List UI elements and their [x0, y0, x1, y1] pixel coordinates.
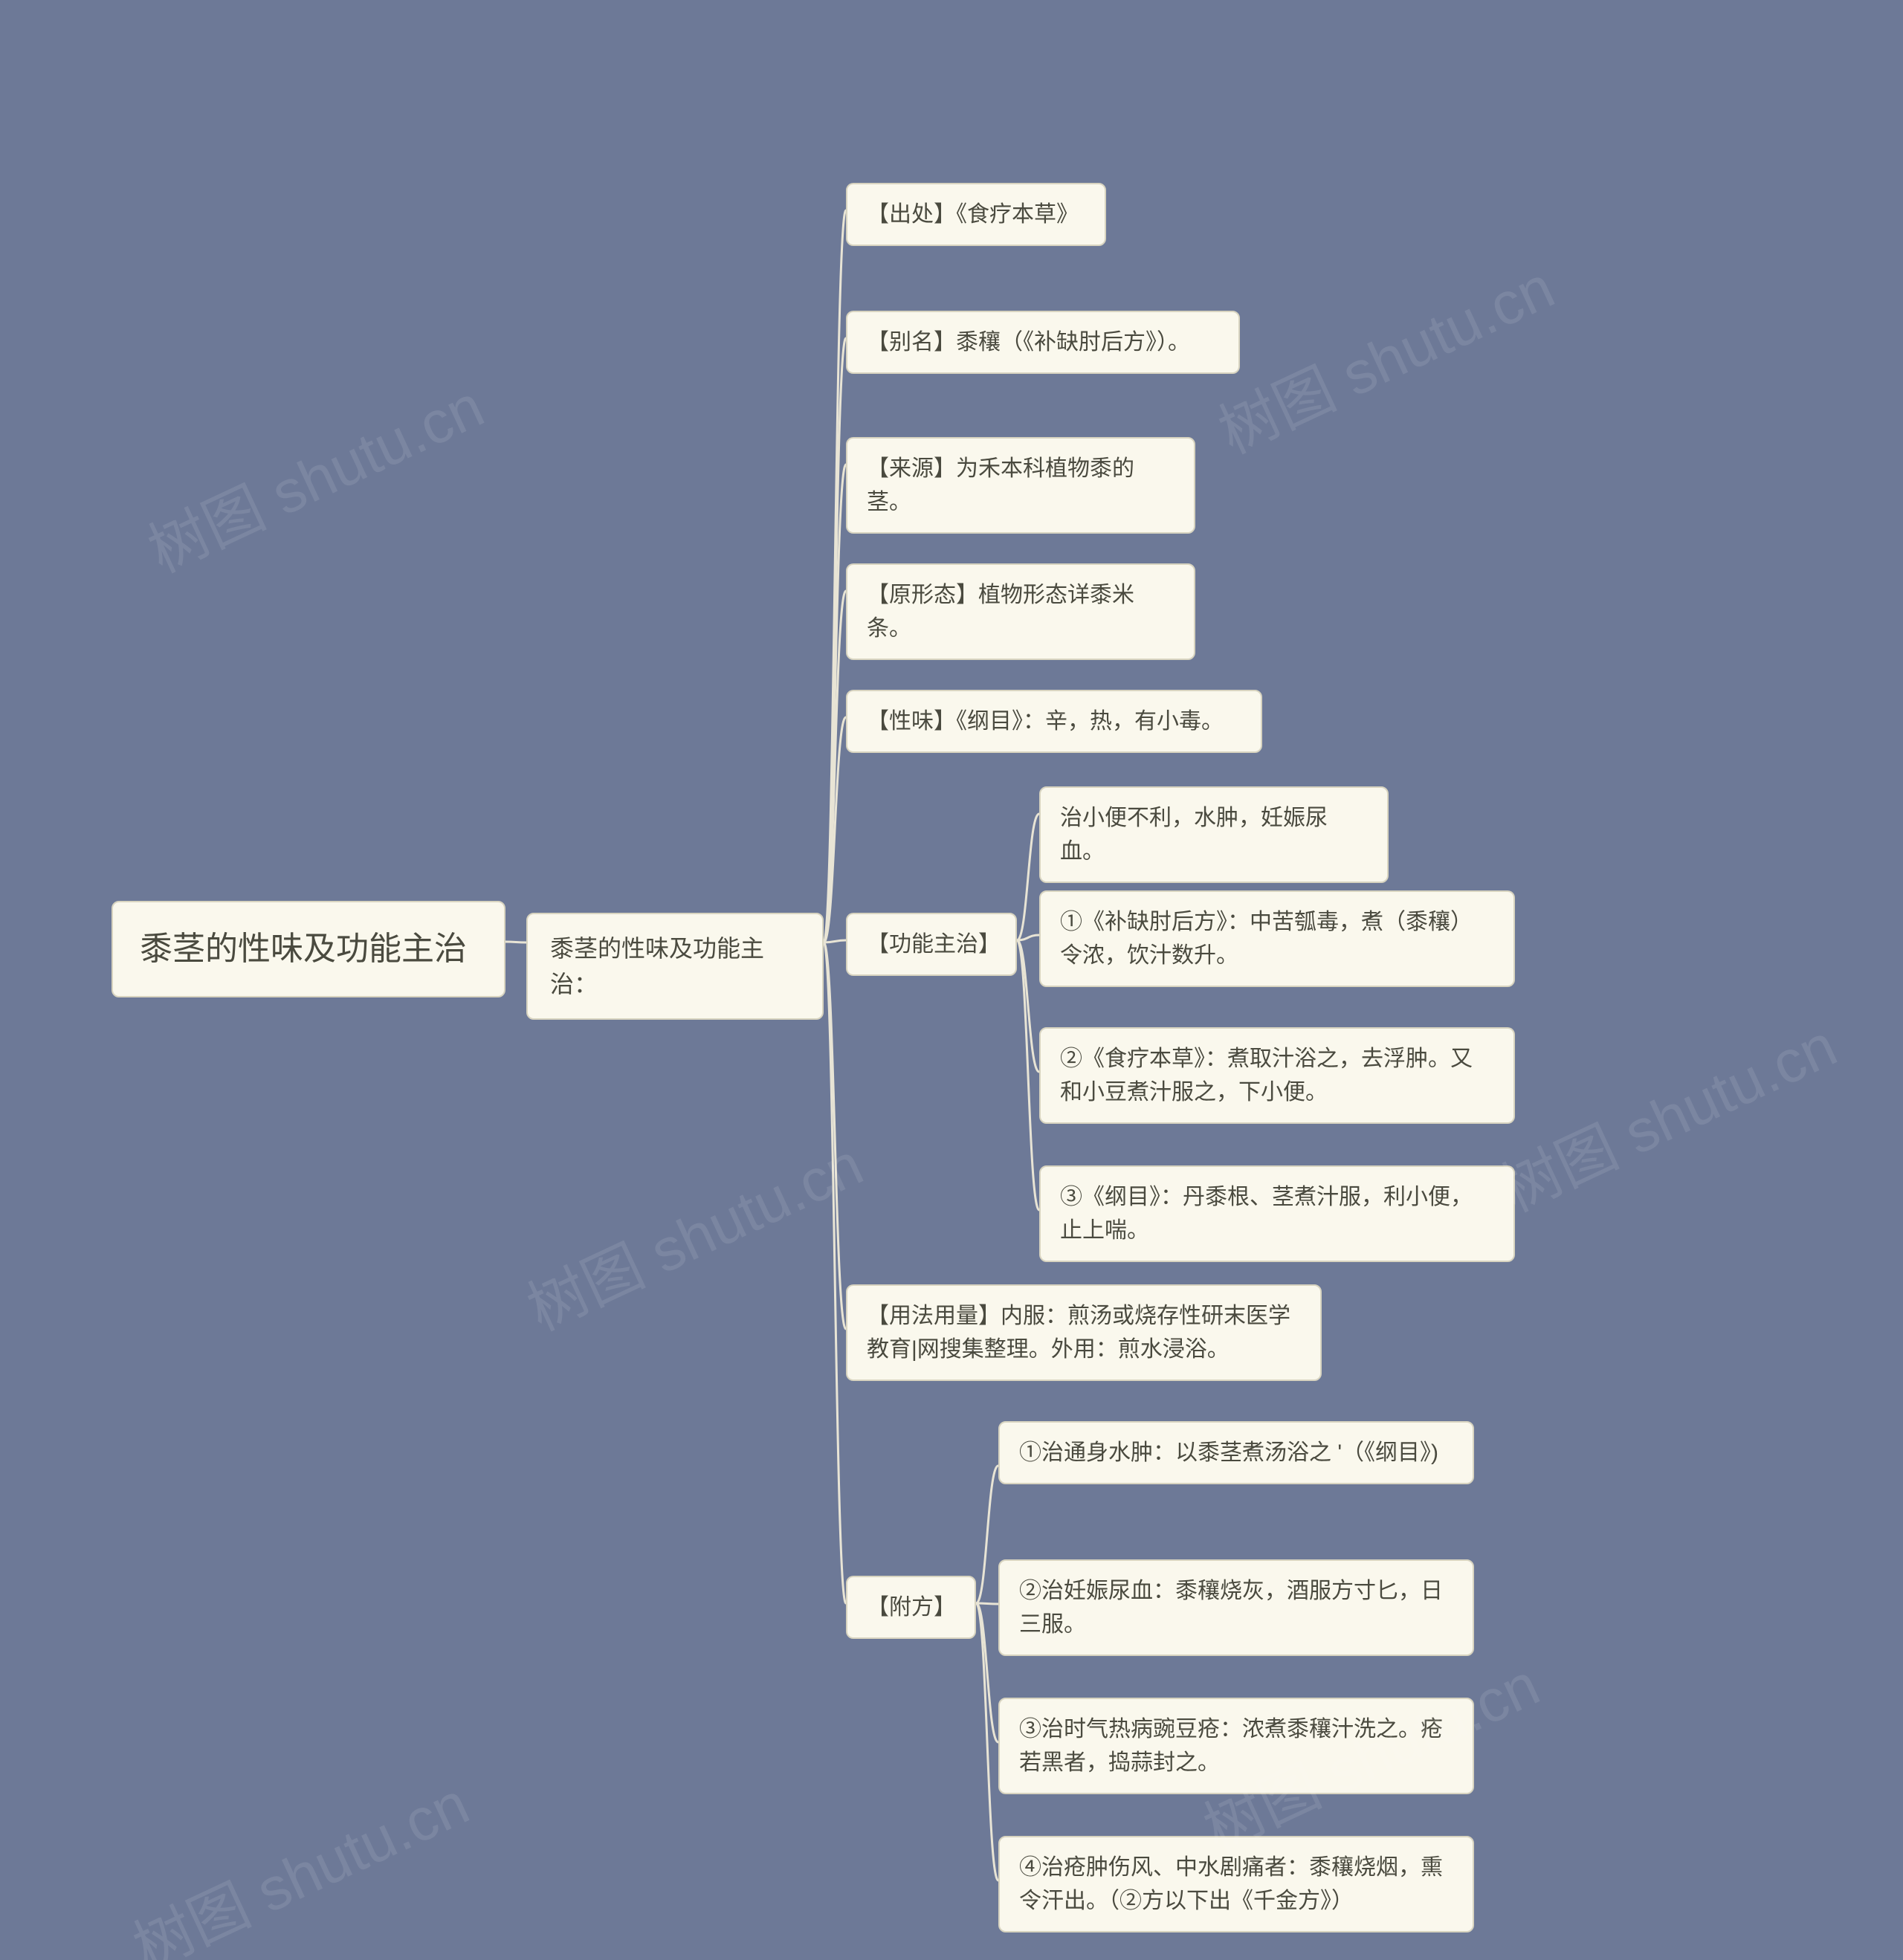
attach-child-a4: ④治疮肿伤风、中水剧痛者：黍穰烧烟，熏令汗出。（②方以下出《千金方》）: [998, 1836, 1474, 1932]
connector: [976, 1603, 998, 1880]
connector: [1017, 814, 1039, 940]
attach-child-a3: ③治时气热病豌豆疮：浓煮黍穰汁洗之。疮若黑者，捣蒜封之。: [998, 1698, 1474, 1794]
level2-node-n_alias: 【别名】黍穰（《补缺肘后方》）。: [846, 311, 1240, 374]
watermark: 树图 shutu.cn: [1203, 240, 1566, 470]
connector: [824, 940, 846, 942]
connector: [1017, 940, 1039, 1210]
level2-node-n_morph: 【原形态】植物形态详黍米条。: [846, 563, 1195, 660]
connector: [824, 591, 846, 942]
connector: [824, 465, 846, 942]
func-child-f3: ②《食疗本草》：煮取汁浴之，去浮肿。又和小豆煮汁服之，下小便。: [1039, 1027, 1515, 1124]
connector: [824, 942, 846, 1603]
connector: [976, 1603, 998, 1742]
attach-child-a2: ②治妊娠尿血：黍穰烧灰，酒服方寸匕，日三服。: [998, 1559, 1474, 1656]
connector: [1017, 940, 1039, 1072]
level2-node-n_source: 【出处】《食疗本草》: [846, 183, 1106, 246]
connector: [824, 717, 846, 942]
level2-node-n_taste: 【性味】《纲目》：辛，热，有小毒。: [846, 690, 1262, 753]
watermark: 树图 shutu.cn: [1485, 998, 1848, 1229]
level2-node-n_origin: 【来源】为禾本科植物黍的茎。: [846, 437, 1195, 534]
level1-node: 黍茎的性味及功能主治：: [526, 913, 824, 1020]
connector: [976, 1603, 998, 1604]
watermark: 树图 shutu.cn: [511, 1117, 874, 1348]
connector: [824, 338, 846, 942]
connector: [1017, 935, 1039, 940]
connector: [824, 210, 846, 942]
level2-node-n_attach: 【附方】: [846, 1576, 976, 1639]
connector: [824, 942, 846, 1329]
watermark: 树图 shutu.cn: [132, 359, 495, 589]
root-node: 黍茎的性味及功能主治: [112, 901, 505, 997]
level2-node-n_usage: 【用法用量】内服：煎汤或烧存性研末医学教育|网搜集整理。外用：煎水浸浴。: [846, 1284, 1322, 1381]
func-child-f2: ①《补缺肘后方》：中苦瓠毒，煮（黍穰）令浓，饮汁数升。: [1039, 890, 1515, 987]
watermark: 树图 shutu.cn: [117, 1756, 480, 1960]
connector: [976, 1466, 998, 1603]
level2-node-n_func: 【功能主治】: [846, 913, 1017, 976]
func-child-f4: ③《纲目》：丹黍根、茎煮汁服，利小便，止上喘。: [1039, 1165, 1515, 1262]
func-child-f1: 治小便不利，水肿，妊娠尿血。: [1039, 786, 1389, 883]
attach-child-a1: ①治通身水肿：以黍茎煮汤浴之 '（《纲目》): [998, 1421, 1474, 1484]
